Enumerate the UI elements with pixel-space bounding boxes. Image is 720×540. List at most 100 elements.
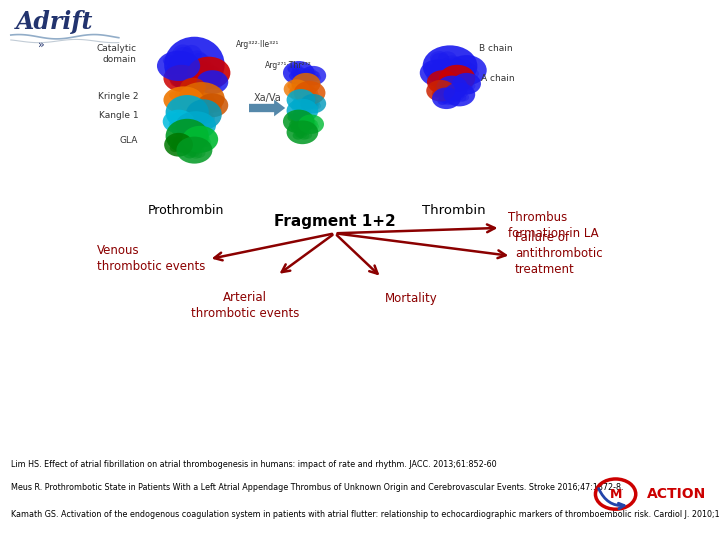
Ellipse shape bbox=[297, 120, 309, 129]
Ellipse shape bbox=[309, 120, 318, 127]
Ellipse shape bbox=[294, 121, 306, 129]
Ellipse shape bbox=[176, 62, 197, 82]
Ellipse shape bbox=[295, 98, 305, 105]
Ellipse shape bbox=[204, 101, 215, 109]
Ellipse shape bbox=[310, 103, 319, 110]
Ellipse shape bbox=[168, 114, 179, 122]
Ellipse shape bbox=[294, 81, 325, 105]
Ellipse shape bbox=[455, 94, 467, 102]
Ellipse shape bbox=[195, 132, 208, 142]
Ellipse shape bbox=[190, 118, 204, 128]
Ellipse shape bbox=[444, 85, 455, 93]
Ellipse shape bbox=[450, 76, 462, 85]
Ellipse shape bbox=[305, 87, 316, 95]
Ellipse shape bbox=[437, 98, 447, 105]
Ellipse shape bbox=[288, 114, 299, 122]
Ellipse shape bbox=[461, 63, 475, 73]
Ellipse shape bbox=[185, 86, 194, 93]
Ellipse shape bbox=[439, 65, 475, 92]
Ellipse shape bbox=[440, 91, 450, 98]
Ellipse shape bbox=[297, 71, 309, 80]
Ellipse shape bbox=[296, 117, 307, 125]
Ellipse shape bbox=[291, 117, 302, 125]
Ellipse shape bbox=[299, 80, 309, 87]
Text: Kangle 1: Kangle 1 bbox=[99, 111, 138, 120]
Ellipse shape bbox=[188, 97, 204, 108]
Text: Arterial
thrombotic events: Arterial thrombotic events bbox=[191, 291, 299, 320]
Ellipse shape bbox=[305, 103, 315, 110]
Ellipse shape bbox=[177, 143, 187, 152]
Text: B chain: B chain bbox=[479, 44, 513, 53]
Ellipse shape bbox=[181, 115, 195, 125]
Ellipse shape bbox=[193, 61, 208, 72]
Ellipse shape bbox=[287, 113, 298, 121]
Ellipse shape bbox=[444, 93, 454, 101]
Ellipse shape bbox=[463, 83, 473, 91]
Ellipse shape bbox=[287, 83, 297, 90]
Ellipse shape bbox=[192, 130, 204, 139]
Ellipse shape bbox=[297, 99, 307, 107]
Ellipse shape bbox=[300, 99, 310, 106]
Ellipse shape bbox=[182, 98, 196, 108]
Ellipse shape bbox=[172, 101, 187, 113]
Ellipse shape bbox=[189, 53, 210, 72]
Ellipse shape bbox=[430, 63, 442, 73]
Ellipse shape bbox=[165, 65, 180, 76]
Ellipse shape bbox=[302, 84, 313, 93]
Ellipse shape bbox=[435, 78, 446, 86]
Ellipse shape bbox=[180, 77, 192, 86]
Ellipse shape bbox=[420, 59, 456, 86]
Ellipse shape bbox=[176, 71, 189, 81]
Ellipse shape bbox=[290, 87, 299, 93]
Ellipse shape bbox=[441, 80, 452, 88]
Ellipse shape bbox=[298, 126, 309, 134]
Ellipse shape bbox=[176, 106, 192, 118]
Ellipse shape bbox=[207, 71, 222, 82]
Ellipse shape bbox=[187, 80, 196, 87]
Ellipse shape bbox=[201, 108, 213, 119]
Ellipse shape bbox=[208, 105, 220, 113]
Ellipse shape bbox=[188, 123, 202, 132]
Ellipse shape bbox=[210, 100, 221, 109]
Ellipse shape bbox=[311, 71, 320, 78]
Ellipse shape bbox=[436, 91, 446, 99]
Ellipse shape bbox=[292, 99, 302, 107]
Ellipse shape bbox=[211, 104, 222, 112]
Ellipse shape bbox=[452, 73, 481, 94]
Ellipse shape bbox=[305, 75, 315, 82]
Ellipse shape bbox=[172, 44, 194, 64]
Ellipse shape bbox=[433, 81, 444, 90]
Ellipse shape bbox=[292, 119, 304, 127]
Ellipse shape bbox=[163, 55, 178, 65]
Ellipse shape bbox=[206, 103, 217, 111]
Ellipse shape bbox=[300, 76, 310, 84]
Ellipse shape bbox=[292, 103, 302, 111]
Ellipse shape bbox=[292, 110, 304, 118]
Ellipse shape bbox=[444, 83, 475, 106]
Ellipse shape bbox=[191, 136, 204, 145]
Ellipse shape bbox=[202, 104, 214, 113]
Ellipse shape bbox=[437, 85, 447, 93]
Ellipse shape bbox=[168, 60, 183, 71]
Ellipse shape bbox=[436, 90, 446, 98]
Ellipse shape bbox=[310, 123, 319, 130]
Ellipse shape bbox=[307, 73, 315, 80]
Ellipse shape bbox=[203, 81, 214, 89]
Ellipse shape bbox=[298, 132, 310, 140]
Ellipse shape bbox=[194, 124, 208, 133]
Ellipse shape bbox=[195, 72, 210, 83]
Ellipse shape bbox=[173, 47, 194, 66]
Ellipse shape bbox=[179, 109, 194, 122]
Ellipse shape bbox=[308, 102, 317, 109]
Ellipse shape bbox=[431, 84, 441, 91]
Ellipse shape bbox=[177, 100, 192, 112]
Ellipse shape bbox=[300, 92, 311, 100]
Ellipse shape bbox=[294, 108, 305, 116]
Text: Kamath GS. Activation of the endogenous coagulation system in patients with atri: Kamath GS. Activation of the endogenous … bbox=[11, 510, 720, 519]
Text: Mortality: Mortality bbox=[385, 292, 438, 305]
Ellipse shape bbox=[172, 73, 185, 83]
Ellipse shape bbox=[174, 95, 187, 104]
Ellipse shape bbox=[456, 76, 466, 83]
Ellipse shape bbox=[181, 135, 197, 147]
Ellipse shape bbox=[168, 55, 184, 66]
